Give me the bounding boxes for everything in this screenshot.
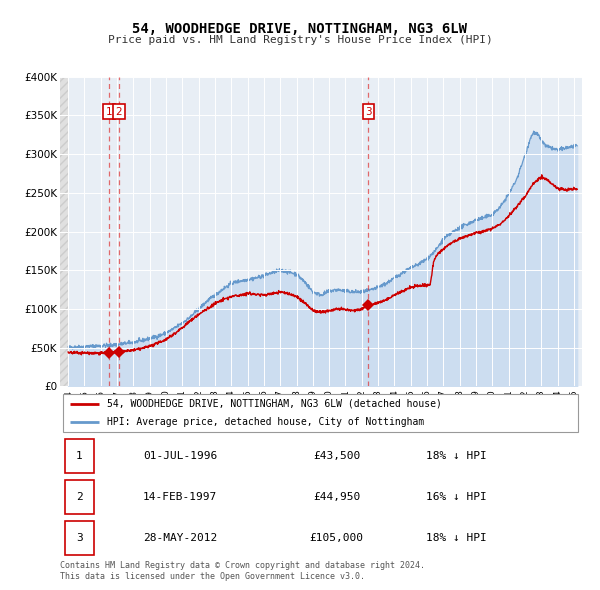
FancyBboxPatch shape	[65, 480, 94, 514]
Text: 01-JUL-1996: 01-JUL-1996	[143, 451, 217, 461]
Text: This data is licensed under the Open Government Licence v3.0.: This data is licensed under the Open Gov…	[60, 572, 365, 581]
Text: 54, WOODHEDGE DRIVE, NOTTINGHAM, NG3 6LW: 54, WOODHEDGE DRIVE, NOTTINGHAM, NG3 6LW	[133, 22, 467, 37]
Text: Contains HM Land Registry data © Crown copyright and database right 2024.: Contains HM Land Registry data © Crown c…	[60, 560, 425, 569]
Text: £105,000: £105,000	[310, 533, 364, 543]
Text: £43,500: £43,500	[313, 451, 360, 461]
Text: £44,950: £44,950	[313, 492, 360, 502]
Text: 2: 2	[116, 107, 122, 117]
Text: 3: 3	[76, 533, 83, 543]
FancyBboxPatch shape	[62, 394, 578, 432]
Text: 3: 3	[365, 107, 372, 117]
Text: Price paid vs. HM Land Registry's House Price Index (HPI): Price paid vs. HM Land Registry's House …	[107, 35, 493, 45]
Text: 18% ↓ HPI: 18% ↓ HPI	[427, 451, 487, 461]
Text: 1: 1	[106, 107, 112, 117]
FancyBboxPatch shape	[65, 522, 94, 555]
Text: 28-MAY-2012: 28-MAY-2012	[143, 533, 217, 543]
Text: 54, WOODHEDGE DRIVE, NOTTINGHAM, NG3 6LW (detached house): 54, WOODHEDGE DRIVE, NOTTINGHAM, NG3 6LW…	[107, 398, 442, 408]
Text: 16% ↓ HPI: 16% ↓ HPI	[427, 492, 487, 502]
FancyBboxPatch shape	[65, 439, 94, 473]
Text: 2: 2	[76, 492, 83, 502]
Bar	[60, 77, 68, 386]
Text: 18% ↓ HPI: 18% ↓ HPI	[427, 533, 487, 543]
Text: HPI: Average price, detached house, City of Nottingham: HPI: Average price, detached house, City…	[107, 418, 424, 428]
Text: 14-FEB-1997: 14-FEB-1997	[143, 492, 217, 502]
Text: 1: 1	[76, 451, 83, 461]
